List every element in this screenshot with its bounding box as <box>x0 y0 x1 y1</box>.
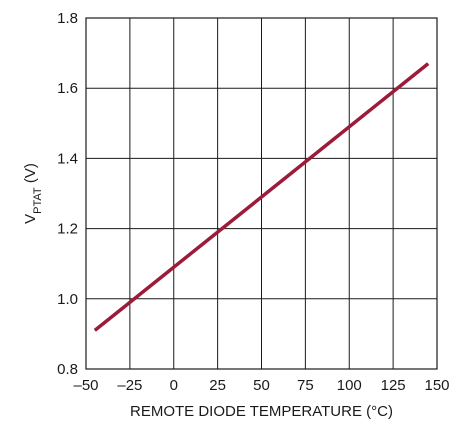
x-tick-label: –50 <box>73 377 98 394</box>
series-line <box>93 62 430 332</box>
x-tick-label: 125 <box>381 377 406 394</box>
x-tick-label: –25 <box>117 377 142 394</box>
x-tick-label: 100 <box>337 377 362 394</box>
x-tick-label: 25 <box>209 377 226 394</box>
y-tick-labels: 0.8 1.0 1.2 1.4 1.6 1.8 <box>57 10 78 378</box>
plot-frame <box>85 17 438 370</box>
y-axis-label-main: V <box>22 214 39 224</box>
x-tick-labels: –50 –25 0 25 50 75 100 125 150 <box>73 377 449 394</box>
y-axis-label-unit: (V) <box>22 163 39 187</box>
x-tick-label: 0 <box>170 377 178 394</box>
y-axis-label-subscript: PTAT <box>32 187 44 214</box>
y-tick-label: 1.4 <box>57 150 78 167</box>
y-tick-label: 1.2 <box>57 221 78 238</box>
grid <box>85 17 438 370</box>
x-tick-label: 75 <box>297 377 314 394</box>
y-tick-label: 0.8 <box>57 361 78 378</box>
x-axis-label: REMOTE DIODE TEMPERATURE (°C) <box>130 403 393 420</box>
y-axis-label: VPTAT (V) <box>22 163 44 224</box>
y-tick-label: 1.8 <box>57 10 78 27</box>
x-tick-label: 150 <box>424 377 449 394</box>
x-tick-label: 50 <box>253 377 270 394</box>
y-tick-label: 1.0 <box>57 291 78 308</box>
series-group <box>93 62 430 332</box>
y-tick-label: 1.6 <box>57 80 78 97</box>
